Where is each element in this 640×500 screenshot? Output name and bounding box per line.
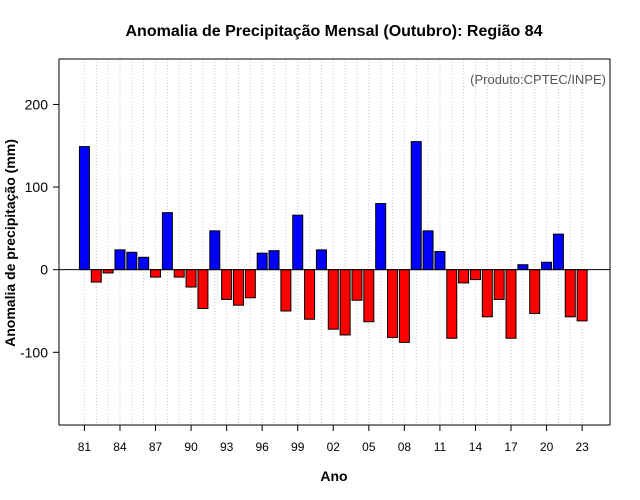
bar-1993: 1993: -36 (221, 269, 233, 300)
x-tick-label: 05 (362, 440, 376, 454)
x-axis-label: Ano (320, 468, 347, 484)
bar-1987: 1987: -9 (150, 269, 162, 278)
bar-2012: 2012: -83 (446, 269, 458, 339)
bar-2013: 2013: -16 (458, 269, 470, 284)
x-tick-label: 93 (220, 440, 234, 454)
chart-title: Anomalia de Precipitação Mensal (Outubro… (126, 23, 543, 40)
bar-2020: 2020: 9 (541, 261, 553, 271)
x-tick-label: 87 (149, 440, 163, 454)
bar-1990: 1990: -21 (185, 269, 197, 288)
bar-1999: 1999: 66 (292, 214, 304, 271)
bar-1984: 1984: 24 (114, 249, 126, 271)
bar-1997: 1997: 23 (268, 250, 280, 271)
bar-1982: 1982: -15 (90, 269, 102, 283)
bar-1996: 1996: 20 (256, 252, 268, 271)
x-tick-label: 02 (327, 440, 341, 454)
bars: 1981: 1491982: -151983: -41984: 241985: … (78, 141, 588, 343)
y-tick-label: 100 (25, 179, 49, 195)
x-tick-label: 11 (434, 440, 447, 454)
x-tick-label: 99 (291, 440, 305, 454)
bar-2015: 2015: -57 (481, 269, 493, 318)
bar-2019: 2019: -53 (529, 269, 541, 314)
y-axis-label: Anomalia de precipitação (mm) (2, 139, 18, 347)
bar-2011: 2011: 22 (434, 251, 446, 271)
bar-2021: 2021: 43 (552, 233, 564, 271)
bar-1992: 1992: 47 (209, 230, 221, 271)
x-tick-label: 81 (78, 440, 92, 454)
bar-2016: 2016: -36 (493, 269, 505, 300)
bar-2006: 2006: 80 (375, 203, 387, 271)
bar-2022: 2022: -57 (564, 269, 576, 318)
bar-1995: 1995: -34 (244, 269, 256, 299)
bar-1998: 1998: -50 (280, 269, 292, 312)
x-tick-label: 14 (469, 440, 483, 454)
bar-2004: 2004: -37 (351, 269, 363, 301)
x-tick-label: 08 (398, 440, 412, 454)
bar-2017: 2017: -83 (505, 269, 517, 339)
x-tick-label: 90 (184, 440, 198, 454)
bar-2003: 2003: -79 (339, 269, 351, 336)
bar-1985: 1985: 21 (126, 251, 138, 271)
bar-2001: 2001: 24 (315, 249, 327, 271)
bar-2009: 2009: 155 (410, 141, 422, 271)
source-annotation: (Produto:CPTEC/INPE) (470, 72, 606, 87)
y-axis: -100 0 100 200 (20, 96, 59, 360)
bar-2010: 2010: 47 (422, 230, 434, 271)
bar-2005: 2005: -63 (363, 269, 375, 323)
bar-1981: 1981: 149 (78, 146, 90, 271)
bar-2018: 2018: 6 (517, 264, 529, 271)
bar-2007: 2007: -82 (387, 269, 399, 338)
bar-1991: 1991: -47 (197, 269, 209, 310)
y-tick-label: 0 (40, 262, 48, 278)
y-tick-label: 200 (25, 96, 49, 112)
y-tick-label: -100 (20, 344, 48, 360)
x-tick-label: 96 (255, 440, 269, 454)
x-tick-label: 23 (575, 440, 589, 454)
x-tick-label: 84 (113, 440, 127, 454)
bar-2002: 2002: -72 (327, 269, 339, 330)
bar-1994: 1994: -43 (232, 269, 244, 306)
bar-1989: 1989: -9 (173, 269, 185, 278)
gridlines (83, 59, 583, 425)
x-axis: 81 84 87 90 93 96 99 02 05 08 11 14 17 20 23 (78, 425, 589, 454)
bar-2014: 2014: -12 (469, 269, 481, 281)
plot-frame (58, 58, 611, 426)
x-tick-label: 20 (540, 440, 554, 454)
x-tick-label: 17 (504, 440, 518, 454)
bar-2000: 2000: -60 (304, 269, 316, 320)
bar-1988: 1988: 69 (161, 212, 173, 271)
bar-1986: 1986: 15 (138, 256, 150, 271)
